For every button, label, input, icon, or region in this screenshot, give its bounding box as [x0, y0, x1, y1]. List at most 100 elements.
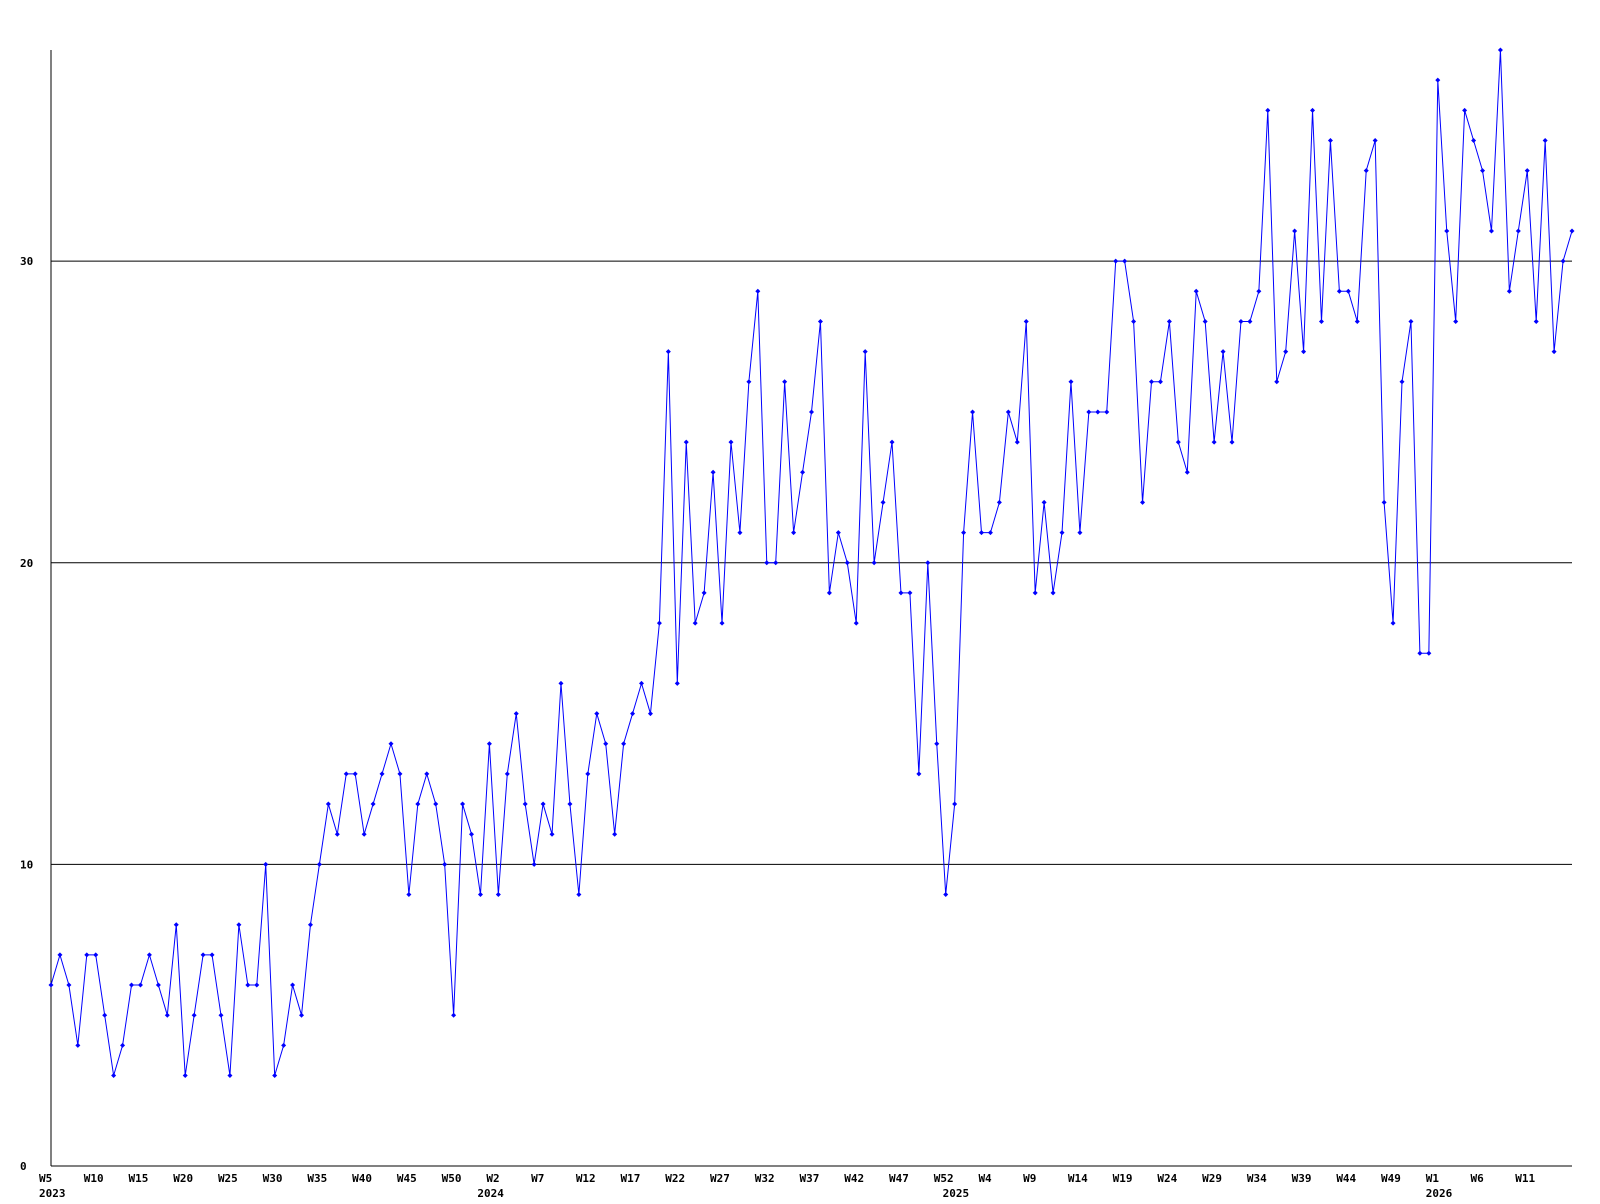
point: [352, 771, 358, 777]
point: [1166, 318, 1172, 324]
point: [1301, 349, 1307, 355]
point: [1354, 318, 1360, 324]
point: [379, 771, 385, 777]
point: [594, 711, 600, 717]
point: [800, 469, 806, 475]
point: [361, 831, 367, 837]
point: [809, 409, 814, 415]
point: [791, 530, 797, 536]
x-tick-label: W37: [800, 1172, 820, 1185]
point: [1327, 137, 1333, 143]
point: [1569, 228, 1575, 234]
point: [1175, 439, 1181, 445]
point: [460, 801, 466, 807]
point: [146, 952, 152, 958]
point: [1023, 318, 1029, 324]
point: [155, 982, 161, 988]
point: [907, 590, 913, 596]
x-tick-label: W17: [621, 1172, 641, 1185]
point: [442, 861, 448, 867]
point: [952, 801, 958, 807]
point: [1247, 318, 1253, 324]
x-tick-label: W44: [1336, 1172, 1356, 1185]
y-tick-label: 20: [20, 557, 33, 570]
point: [1381, 499, 1387, 505]
x-tick-label: W14: [1068, 1172, 1088, 1185]
point: [1005, 409, 1011, 415]
point: [1310, 107, 1316, 113]
x-tick-label: W19: [1113, 1172, 1133, 1185]
point: [701, 590, 707, 596]
point: [1256, 288, 1262, 294]
point: [585, 771, 591, 777]
point: [486, 741, 492, 747]
point: [1435, 77, 1441, 83]
point: [236, 922, 242, 928]
point: [1122, 258, 1128, 264]
point: [978, 530, 984, 536]
point: [728, 439, 734, 445]
point: [1211, 439, 1217, 445]
point: [710, 469, 716, 475]
point: [406, 892, 412, 898]
point: [1274, 379, 1280, 385]
point: [576, 892, 582, 898]
point: [1292, 228, 1298, 234]
point: [970, 409, 976, 415]
point: [245, 982, 251, 988]
point: [209, 952, 215, 958]
point: [1515, 228, 1521, 234]
point: [1104, 409, 1110, 415]
point: [630, 711, 636, 717]
point: [639, 680, 645, 686]
point: [871, 560, 877, 566]
point: [415, 801, 421, 807]
year-label: 2025: [943, 1187, 970, 1200]
point: [1345, 288, 1351, 294]
point: [477, 892, 483, 898]
x-tick-label: W22: [665, 1172, 685, 1185]
point: [889, 439, 895, 445]
point: [1068, 379, 1074, 385]
point: [1506, 288, 1512, 294]
point: [111, 1073, 117, 1079]
point: [388, 741, 394, 747]
point: [469, 831, 475, 837]
point: [916, 771, 922, 777]
point: [397, 771, 403, 777]
point: [692, 620, 698, 626]
x-tick-label: W15: [128, 1172, 148, 1185]
point: [218, 1012, 224, 1018]
point: [782, 379, 788, 385]
point: [531, 861, 537, 867]
point: [603, 741, 609, 747]
point: [433, 801, 439, 807]
point: [200, 952, 206, 958]
point: [424, 771, 430, 777]
point: [996, 499, 1002, 505]
point: [1399, 379, 1405, 385]
x-tick-label: W42: [844, 1172, 864, 1185]
x-tick-label: W35: [307, 1172, 327, 1185]
point: [1408, 318, 1414, 324]
x-tick-label: W4: [978, 1172, 992, 1185]
x-tick-label: W49: [1381, 1172, 1401, 1185]
point: [1086, 409, 1092, 415]
point: [263, 861, 269, 867]
point: [325, 801, 331, 807]
x-tick-label: W2: [486, 1172, 499, 1185]
point: [558, 680, 564, 686]
point: [227, 1073, 233, 1079]
x-tick-label: W25: [218, 1172, 238, 1185]
point: [656, 620, 662, 626]
x-tick-label: W12: [576, 1172, 596, 1185]
point: [290, 982, 296, 988]
point: [1480, 168, 1486, 174]
point: [925, 560, 931, 566]
point: [817, 318, 823, 324]
point: [343, 771, 349, 777]
point: [1471, 137, 1477, 143]
point: [504, 771, 510, 777]
x-tick-label: W24: [1157, 1172, 1177, 1185]
